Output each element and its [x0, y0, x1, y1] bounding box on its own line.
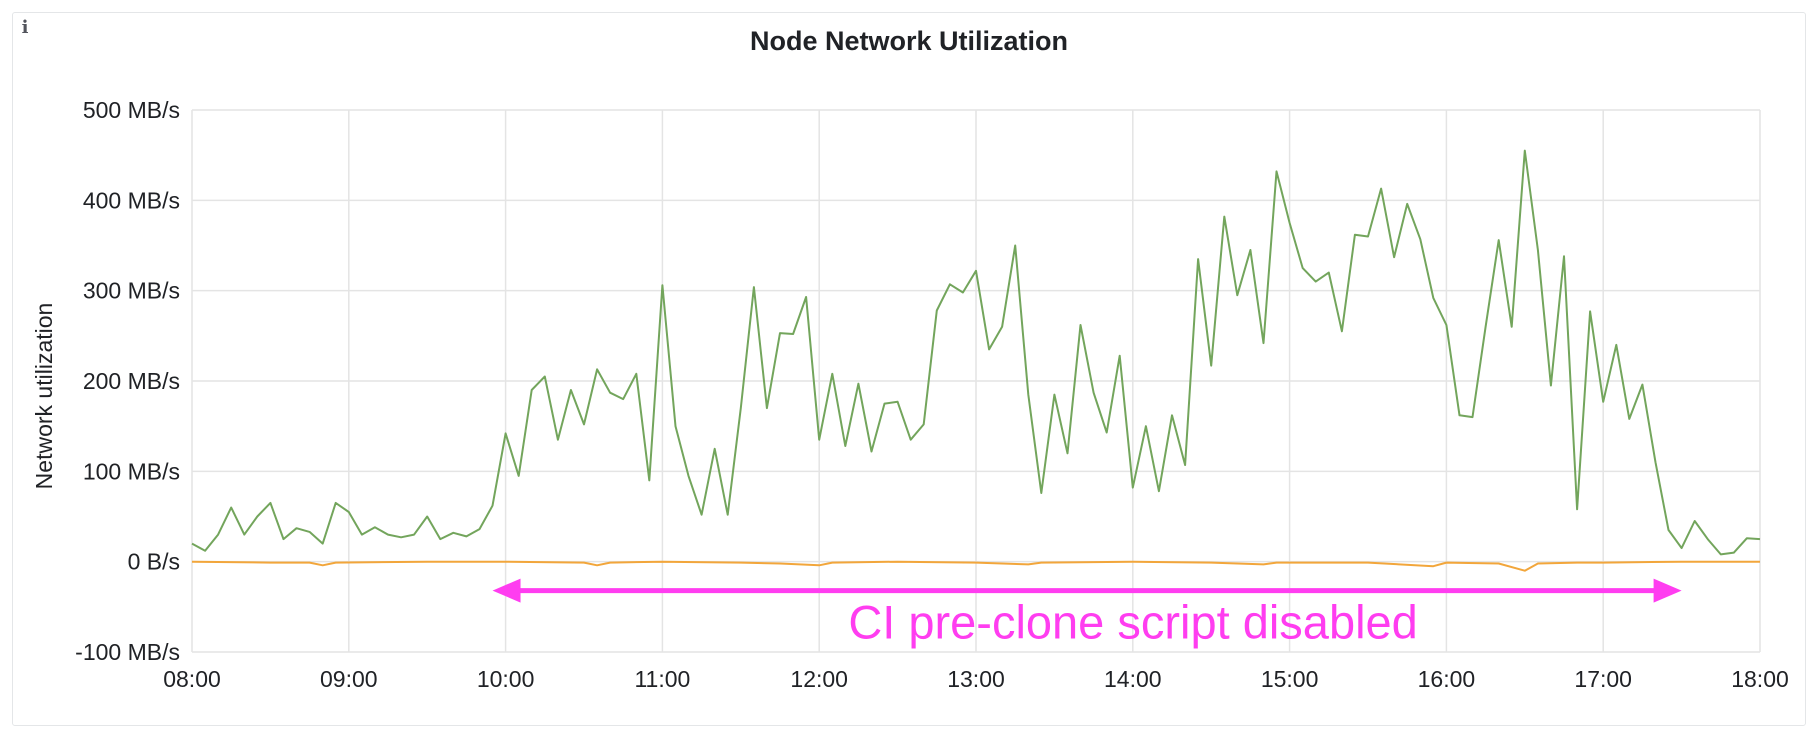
- y-axis-ticks: 500 MB/s 400 MB/s 300 MB/s 200 MB/s 100 MB/s…: [75, 97, 180, 665]
- y-tick-label: 0 B/s: [128, 549, 180, 575]
- chart-title: Node Network Utilization: [749, 26, 1068, 56]
- y-tick-label: 400 MB/s: [83, 187, 180, 213]
- x-tick-label: 16:00: [1418, 666, 1476, 692]
- y-tick-label: 300 MB/s: [83, 278, 180, 304]
- annotation-text: CI pre-clone script disabled: [848, 596, 1418, 649]
- info-icon[interactable]: i: [21, 17, 29, 38]
- x-tick-label: 08:00: [163, 666, 221, 692]
- series-line-2: [191, 560, 1760, 572]
- y-tick-label: -100 MB/s: [75, 639, 180, 665]
- x-tick-label: 10:00: [477, 666, 535, 692]
- x-tick-label: 17:00: [1574, 666, 1632, 692]
- x-tick-label: 09:00: [320, 666, 378, 692]
- y-tick-label: 200 MB/s: [83, 368, 180, 394]
- y-axis-label: Network utilization: [31, 303, 57, 490]
- y-tick-label: 100 MB/s: [83, 458, 180, 484]
- annotation-arrowhead-left: [492, 578, 521, 603]
- series-line-1: [191, 149, 1761, 556]
- x-tick-label: 12:00: [790, 666, 848, 692]
- x-tick-label: 11:00: [634, 666, 690, 692]
- y-tick-label: 500 MB/s: [83, 97, 180, 123]
- x-tick-label: 15:00: [1261, 666, 1319, 692]
- annotation-arrowhead-right: [1653, 578, 1682, 603]
- x-tick-label: 18:00: [1731, 666, 1789, 692]
- series-layer: [191, 149, 1761, 572]
- x-tick-label: 13:00: [947, 666, 1005, 692]
- chart-panel: [12, 12, 1806, 726]
- annotation-layer: CI pre-clone script disabled: [492, 578, 1682, 649]
- x-tick-label: 14:00: [1104, 666, 1162, 692]
- x-axis-ticks: 08:00 09:00 10:00 11:00 12:00 13:00 14:00 15:00…: [163, 666, 1789, 692]
